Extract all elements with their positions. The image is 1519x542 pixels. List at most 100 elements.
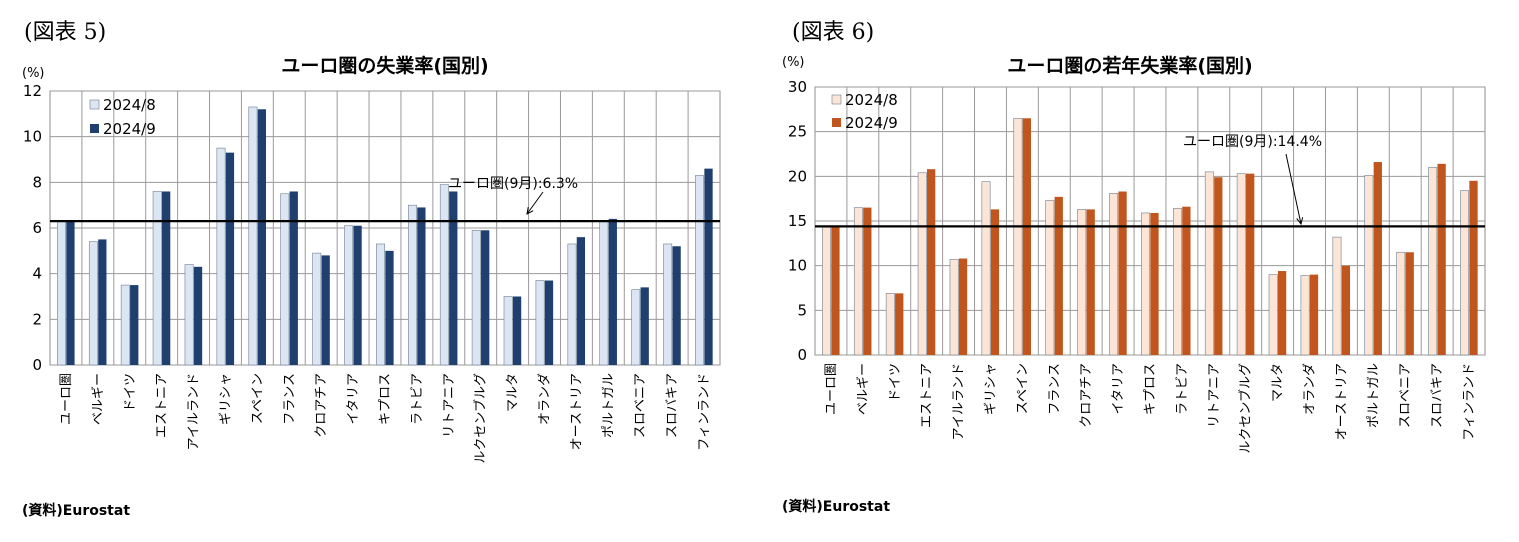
bar-series-a: [471, 229, 481, 366]
category-label: キプロス: [1143, 363, 1158, 415]
source-note: (資料)Eurostat: [22, 503, 131, 519]
category-label: フィンランド: [1462, 363, 1477, 441]
bar-series-a: [535, 280, 545, 366]
category-label: マルタ: [1271, 363, 1286, 402]
bar-series-a: [599, 220, 609, 366]
y-tick-label: 8: [32, 173, 42, 191]
unit-label: (%): [782, 55, 805, 70]
legend-label: 2024/9: [103, 120, 156, 138]
legend-swatch: [831, 94, 842, 105]
bar-series-b: [1022, 118, 1031, 356]
bar-series-b: [1246, 173, 1255, 355]
bar-series-a: [344, 225, 354, 366]
category-label: スロバキア: [665, 373, 680, 438]
category-label: フランス: [1047, 363, 1062, 415]
y-tick-label: 0: [32, 356, 42, 374]
bar-series-b: [958, 258, 968, 355]
bar-series-a: [376, 243, 385, 366]
legend-label: 2024/9: [845, 114, 898, 132]
y-tick-label: 5: [797, 301, 807, 319]
category-label: スペイン: [250, 373, 265, 424]
bar-series-a: [853, 207, 863, 356]
bar-series-a: [631, 289, 641, 366]
category-label: ギリシャ: [983, 363, 998, 415]
bar-series-b: [1214, 177, 1223, 355]
category-label: リトアニア: [442, 373, 457, 438]
bar-series-b: [863, 207, 872, 355]
category-label: クロアチア: [314, 373, 329, 438]
category-label: イタリア: [346, 373, 361, 424]
bar-series-b: [289, 191, 298, 365]
bar-series-a: [1300, 275, 1310, 356]
bar-series-b: [161, 191, 171, 365]
bar-series-b: [1405, 252, 1414, 355]
category-label: ポルトガル: [1366, 363, 1381, 428]
bar-series-a: [885, 293, 895, 356]
category-label: ベルギー: [856, 363, 871, 415]
category-label: オランダ: [538, 373, 553, 425]
bar-series-b: [1373, 162, 1382, 355]
bar-series-a: [57, 220, 66, 366]
category-label: スロバキア: [1430, 363, 1445, 428]
bar-series-b: [640, 287, 649, 365]
bar-series-b: [1054, 196, 1063, 355]
bar-series-a: [1332, 236, 1342, 356]
category-label: ドイツ: [888, 363, 903, 402]
category-label: ラトビア: [410, 373, 425, 425]
bar-series-a: [1077, 209, 1087, 356]
bar-series-b: [66, 221, 75, 365]
y-tick-label: 30: [788, 78, 807, 96]
bar-series-a: [567, 243, 577, 366]
category-label: ドイツ: [123, 373, 138, 412]
legend-label: 2024/8: [103, 96, 156, 114]
bar-series-a: [663, 243, 673, 366]
bar-series-b: [1182, 206, 1191, 355]
category-label: オーストリア: [1334, 363, 1349, 440]
bar-series-a: [917, 172, 927, 356]
bar-series-a: [407, 204, 417, 366]
bar-series-b: [1277, 271, 1287, 355]
chart-title: ユーロ圏の若年失業率(国別): [1007, 54, 1252, 77]
bar-series-b: [257, 109, 266, 366]
bar-series-b: [417, 207, 426, 365]
youth-unemployment-rate-chart: ユーロ圏の若年失業率(国別) (%) 0 5 10 15 20 25 30 ユーロ圏(9月):14…: [782, 54, 1486, 454]
category-label: スロベニア: [1398, 363, 1413, 428]
bar-series-a: [503, 296, 513, 366]
annotation-arrow: [526, 191, 544, 215]
bar-series-a: [152, 191, 162, 366]
bar-series-a: [248, 106, 258, 366]
bar-series-a: [981, 181, 991, 356]
y-tick-label: 12: [23, 82, 42, 100]
unit-label: (%): [22, 66, 45, 81]
bar-series-b: [1118, 191, 1127, 355]
bar-series-a: [439, 184, 449, 366]
bar-series-a: [1364, 175, 1374, 356]
category-label: ルクセンブルグ: [473, 373, 489, 464]
legend-label: 2024/8: [845, 91, 898, 109]
chart-title: ユーロ圏の失業率(国別): [281, 54, 488, 77]
bar-series-a: [1428, 167, 1438, 356]
bar-series-a: [1045, 200, 1055, 356]
bar-series-b: [193, 266, 203, 365]
bar-series-a: [1013, 117, 1023, 356]
bar-series-b: [672, 246, 681, 365]
reference-annotation: ユーロ圏(9月):6.3%: [448, 176, 578, 192]
bar-series-b: [831, 226, 840, 355]
bar-series-b: [704, 168, 713, 365]
bar-series-b: [512, 296, 522, 365]
category-label: ギリシャ: [218, 373, 233, 425]
category-label: オーストリア: [569, 373, 584, 450]
y-tick-label: 20: [788, 167, 807, 185]
category-label: アイルランド: [187, 373, 202, 450]
bar-series-b: [1469, 180, 1478, 355]
annotation-arrow: [1285, 153, 1302, 225]
category-label: フランス: [282, 373, 297, 425]
bar-series-b: [1309, 274, 1319, 355]
legend-swatch: [90, 124, 99, 133]
bar-series-a: [1268, 274, 1278, 356]
category-label: ポルトガル: [601, 373, 616, 438]
y-tick-label: 4: [32, 265, 42, 283]
y-tick-label: 0: [797, 346, 807, 364]
bar-series-b: [608, 218, 617, 365]
figure-label: (図表 5): [24, 20, 107, 45]
